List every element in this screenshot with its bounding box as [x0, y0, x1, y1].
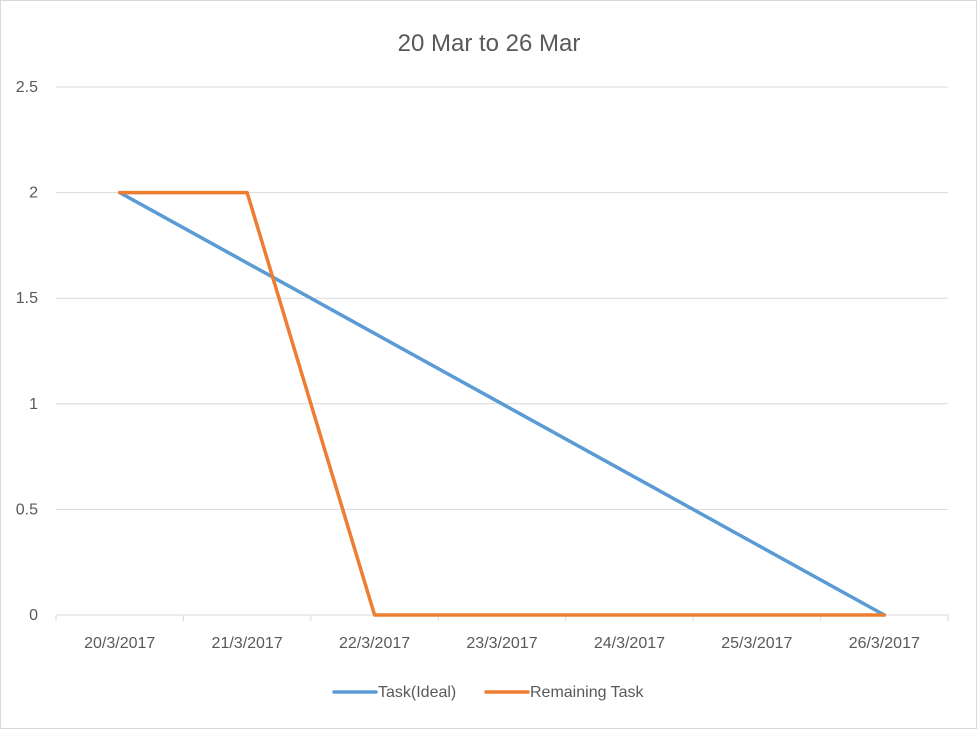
y-tick-label: 0: [29, 607, 38, 624]
x-tick-label: 21/3/2017: [212, 635, 283, 652]
legend-label: Task(Ideal): [378, 684, 456, 701]
x-tick-label: 22/3/2017: [339, 635, 410, 652]
legend-label: Remaining Task: [530, 684, 645, 701]
series-lines: [117, 190, 887, 617]
x-tick-label: 23/3/2017: [466, 635, 537, 652]
gridlines: [55, 86, 949, 621]
x-tick-label: 20/3/2017: [84, 635, 155, 652]
series-line-1: [117, 190, 887, 617]
y-tick-label: 1.5: [16, 290, 38, 307]
y-tick-label: 2.5: [16, 79, 38, 96]
y-tick-label: 0.5: [16, 501, 38, 518]
series-line-2: [117, 190, 887, 617]
legend: Task(Ideal) Remaining Task: [332, 684, 645, 701]
y-axis-ticks: 0 0.5 1 1.5 2 2.5: [16, 79, 38, 624]
x-tick-label: 25/3/2017: [721, 635, 792, 652]
x-axis-ticks: 20/3/2017 21/3/2017 22/3/2017 23/3/2017 24/3…: [84, 635, 920, 652]
y-tick-label: 1: [29, 396, 38, 413]
y-tick-label: 2: [29, 185, 38, 202]
chart-title: 20 Mar to 26 Mar: [398, 30, 581, 57]
x-tick-label: 24/3/2017: [594, 635, 665, 652]
x-tick-label: 26/3/2017: [849, 635, 920, 652]
